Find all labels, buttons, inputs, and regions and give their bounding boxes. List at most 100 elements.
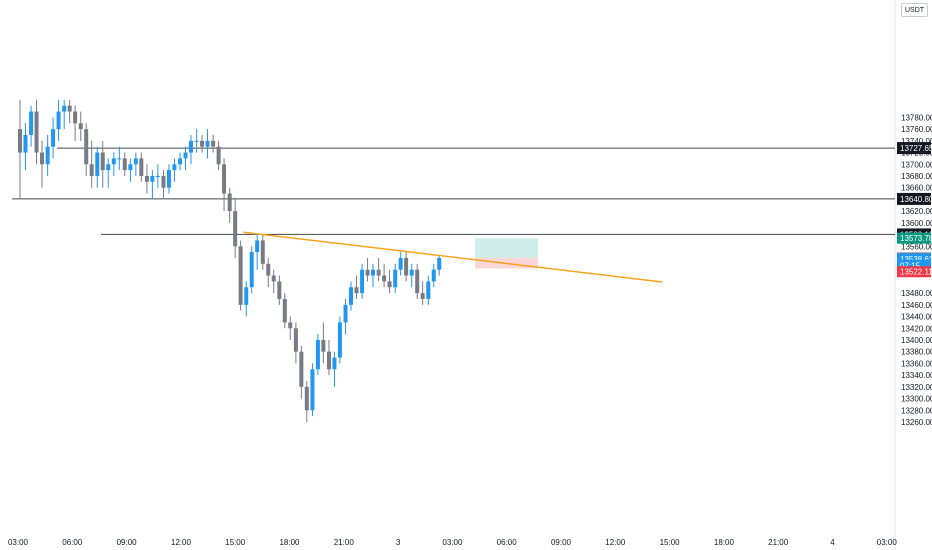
candle	[426, 275, 431, 305]
candle	[166, 164, 171, 194]
candle	[128, 158, 133, 182]
candle	[23, 123, 28, 171]
candle-body	[34, 111, 39, 153]
candle	[244, 281, 249, 317]
candle-body	[100, 152, 105, 171]
candle-body	[200, 140, 205, 147]
candle	[40, 140, 45, 188]
candle	[387, 269, 392, 294]
candle-body	[310, 369, 315, 411]
candle-body	[84, 129, 89, 165]
candle	[178, 152, 183, 171]
candle-body	[249, 252, 254, 288]
candle-body	[431, 269, 436, 282]
candle	[249, 246, 254, 294]
candle-body	[244, 287, 249, 305]
candle-body	[67, 105, 72, 112]
candle	[382, 263, 387, 288]
candle-body	[73, 111, 78, 124]
x-tick-label: 03:00	[8, 538, 29, 547]
candle-body	[216, 146, 221, 165]
candle	[415, 263, 420, 299]
price-badge: 13522.11	[897, 266, 932, 278]
x-tick-label: 06:00	[497, 538, 518, 547]
candle	[117, 146, 122, 171]
candle	[34, 99, 39, 165]
candle	[29, 105, 34, 147]
candle-body	[282, 298, 287, 323]
candle-body	[238, 246, 243, 305]
candle	[67, 99, 72, 124]
candle	[194, 129, 199, 153]
candle	[349, 281, 353, 311]
x-tick-label: 18:00	[714, 538, 735, 547]
candle	[371, 263, 376, 288]
candle-body	[404, 257, 409, 276]
candle-body	[398, 257, 403, 270]
candle-body	[266, 263, 271, 276]
candle-body	[332, 357, 337, 370]
candle	[78, 111, 83, 141]
price-badge-text: 13727.65	[900, 144, 932, 153]
candle	[161, 170, 166, 200]
candle-body	[315, 339, 320, 370]
candle	[393, 263, 398, 294]
candle-body	[18, 129, 22, 153]
candle-body	[117, 158, 122, 160]
candle-body	[161, 175, 166, 188]
candle-body	[277, 281, 282, 299]
candle	[216, 140, 221, 171]
candle-body	[349, 287, 353, 305]
candle	[155, 164, 160, 188]
candle-body	[106, 164, 111, 171]
candle-body	[409, 269, 414, 276]
y-tick-label: 13400.00	[901, 336, 932, 345]
candle-body	[128, 164, 133, 171]
candle-body	[293, 328, 298, 352]
candle	[106, 158, 111, 188]
candle-body	[227, 193, 232, 212]
y-tick-label: 13660.00	[901, 184, 932, 193]
candle	[337, 316, 342, 364]
candle	[89, 140, 94, 188]
candle	[315, 334, 320, 376]
candle	[437, 255, 442, 276]
candle	[144, 164, 149, 194]
candle-body	[222, 164, 227, 194]
candle	[266, 257, 271, 288]
candle-body	[426, 281, 431, 299]
candle	[56, 99, 61, 141]
price-badge-text: 07:15	[900, 261, 921, 270]
x-tick-label: 15:00	[660, 538, 681, 547]
candle-body	[205, 140, 210, 147]
trendline	[243, 231, 663, 283]
price-badge-text: 13538.61	[900, 255, 932, 264]
candle-body	[321, 339, 326, 352]
candle-body	[304, 386, 309, 411]
candle-body	[139, 158, 144, 176]
candle	[18, 99, 22, 200]
candle-body	[178, 158, 183, 165]
candle-body	[299, 351, 304, 387]
price-badge-bg	[897, 259, 931, 271]
candle-body	[387, 281, 392, 288]
candle	[431, 263, 436, 288]
candle-body	[23, 134, 28, 153]
candle	[100, 140, 105, 188]
currency-selector[interactable]: USDT	[901, 3, 928, 17]
candle	[365, 257, 370, 282]
y-tick-label: 13480.00	[901, 289, 932, 298]
candle	[271, 269, 276, 294]
target-zone	[475, 238, 539, 258]
candle	[299, 345, 304, 399]
candle	[409, 263, 414, 288]
candle-body	[89, 164, 94, 176]
price-badge-text: 13522.11	[900, 268, 932, 277]
price-badge: 13640.80	[897, 192, 932, 205]
candle-body	[122, 158, 127, 171]
candle	[111, 152, 116, 176]
candle	[222, 158, 227, 212]
candle-body	[166, 170, 171, 188]
candle-body	[95, 152, 100, 176]
